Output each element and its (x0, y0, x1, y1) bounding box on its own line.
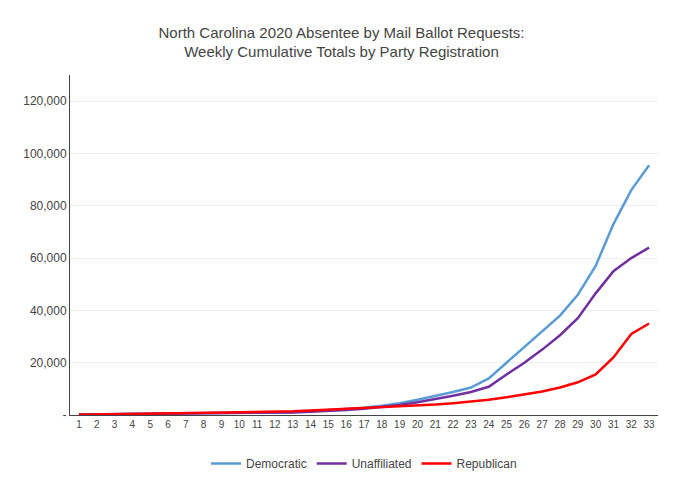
svg-text:13: 13 (287, 419, 299, 430)
svg-text:5: 5 (147, 419, 153, 430)
svg-text:27: 27 (537, 419, 549, 430)
svg-text:11: 11 (252, 419, 263, 430)
svg-text:33: 33 (644, 419, 656, 430)
svg-text:29: 29 (572, 419, 584, 430)
svg-text:12: 12 (269, 419, 281, 430)
svg-text:3: 3 (112, 419, 118, 430)
svg-text:30: 30 (590, 419, 602, 430)
svg-text:8: 8 (201, 419, 207, 430)
svg-text:23: 23 (465, 419, 477, 430)
svg-text:19: 19 (394, 419, 406, 430)
svg-text:40,000: 40,000 (30, 304, 67, 318)
svg-text:21: 21 (430, 419, 442, 430)
svg-text:10: 10 (234, 419, 246, 430)
svg-text:2: 2 (94, 419, 100, 430)
svg-text:Democratic: Democratic (246, 457, 307, 471)
svg-text:20: 20 (412, 419, 424, 430)
svg-text:16: 16 (341, 419, 353, 430)
svg-text:15: 15 (323, 419, 335, 430)
svg-text:26: 26 (519, 419, 531, 430)
svg-text:32: 32 (626, 419, 638, 430)
svg-text:100,000: 100,000 (23, 147, 67, 161)
svg-text:9: 9 (219, 419, 225, 430)
svg-text:80,000: 80,000 (30, 199, 67, 213)
svg-text:18: 18 (376, 419, 388, 430)
svg-text:60,000: 60,000 (30, 251, 67, 265)
svg-text:6: 6 (165, 419, 171, 430)
svg-text:25: 25 (501, 419, 513, 430)
svg-text:22: 22 (448, 419, 460, 430)
svg-text:-: - (63, 408, 67, 422)
svg-text:1: 1 (76, 419, 82, 430)
svg-text:North Carolina 2020 Absentee b: North Carolina 2020 Absentee by Mail Bal… (158, 24, 524, 61)
svg-text:120,000: 120,000 (23, 94, 67, 108)
svg-text:Republican: Republican (457, 457, 517, 471)
svg-text:4: 4 (130, 419, 136, 430)
svg-text:17: 17 (358, 419, 370, 430)
svg-text:28: 28 (554, 419, 566, 430)
svg-text:31: 31 (608, 419, 620, 430)
svg-text:Unaffiliated: Unaffiliated (352, 457, 412, 471)
svg-text:7: 7 (183, 419, 189, 430)
svg-text:24: 24 (483, 419, 495, 430)
svg-text:14: 14 (305, 419, 317, 430)
svg-text:20,000: 20,000 (30, 356, 67, 370)
